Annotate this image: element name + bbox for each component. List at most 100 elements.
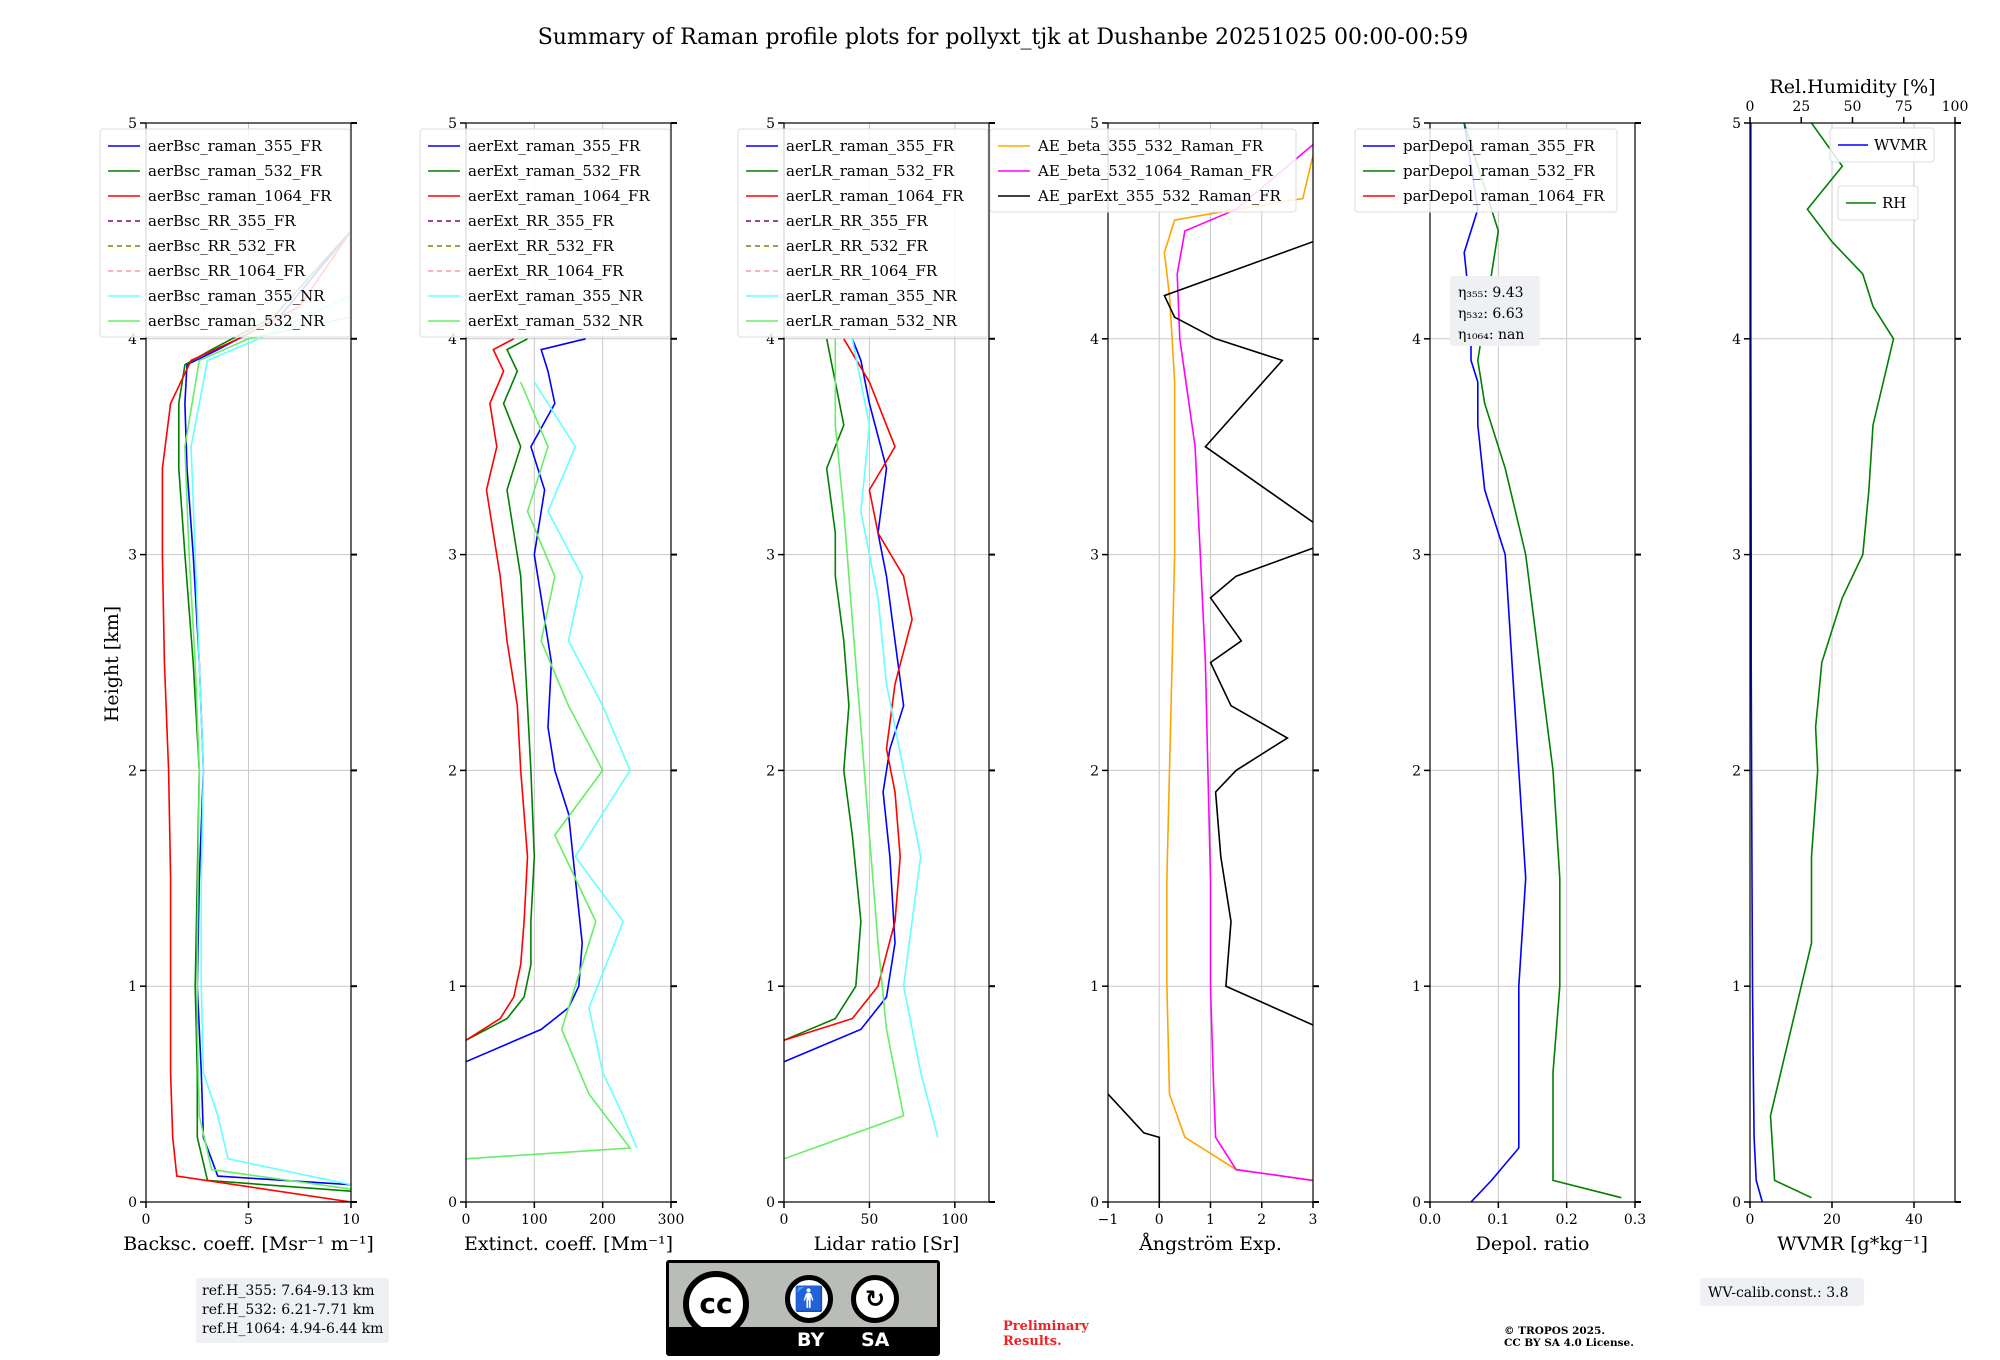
ytick-label: 4 xyxy=(1090,332,1099,348)
license-by: BY xyxy=(797,1329,825,1351)
sa-share-icon: ↻ xyxy=(851,1275,899,1323)
ytick-label: 0 xyxy=(1412,1195,1421,1211)
ytick-label: 2 xyxy=(766,763,775,779)
legend-entry: aerBsc_RR_355_FR xyxy=(148,212,296,230)
legend-entry: aerExt_RR_532_FR xyxy=(468,237,615,255)
ytick-label: 3 xyxy=(448,548,457,564)
legend-entry: aerExt_RR_1064_FR xyxy=(468,262,624,280)
xtick-label: 3 xyxy=(1309,1212,1318,1228)
series-line-aerBsc_raman_1064_FR xyxy=(161,230,351,1202)
eta-annotation: η₃₅₅: 9.43 xyxy=(1458,285,1524,301)
axes-frame xyxy=(465,122,672,1203)
legend-entry: aerExt_raman_355_NR xyxy=(468,287,644,305)
xtick-label: 0 xyxy=(1155,1212,1164,1228)
series-line-WVMR xyxy=(1750,123,1764,1202)
xtick-label: 0.0 xyxy=(1419,1212,1441,1228)
figure-title: Summary of Raman profile plots for polly… xyxy=(538,25,1469,50)
series-line-aerExt_raman_1064_FR xyxy=(466,338,529,1041)
ytick-label: 0 xyxy=(448,1195,457,1211)
series-line-AE_beta_532_1064_Raman_FR xyxy=(1176,143,1313,1182)
series-line-aerBsc_raman_355_FR xyxy=(184,230,351,1186)
legend-entry: aerBsc_raman_1064_FR xyxy=(148,187,332,205)
ytick-label: 4 xyxy=(1412,332,1421,348)
series-line-aerExt_raman_532_NR xyxy=(466,381,632,1160)
legend-entry: aerExt_RR_355_FR xyxy=(468,212,615,230)
legend: AE_beta_355_532_Raman_FR AE_beta_532_1064… xyxy=(989,128,1297,213)
ytick-label: 5 xyxy=(448,116,457,132)
legend-box xyxy=(1837,185,1919,221)
ref-height-532: ref.H_532: 6.21-7.71 km xyxy=(202,1302,375,1318)
xtick-label: 100 xyxy=(941,1212,968,1228)
series-line-aerLR_raman_532_NR xyxy=(784,338,905,1160)
ref-height-1064: ref.H_1064: 4.94-6.44 km xyxy=(202,1321,384,1337)
legend: WVMR RH xyxy=(1829,127,1935,221)
panel-ext: 0 1 2 3 4 5 0 100 200 300 Extinct. coeff. [Mm⁻¹] ae… xyxy=(419,116,685,1255)
copyright-note: © TROPOS 2025. CC BY SA 4.0 License. xyxy=(1504,1325,1634,1349)
xaxis-label: Ångström Exp. xyxy=(1138,1233,1282,1255)
license-bar xyxy=(669,1327,937,1353)
ytick-label: 2 xyxy=(1090,763,1099,779)
ytick-label: 2 xyxy=(128,763,137,779)
legend-entry: aerBsc_raman_355_FR xyxy=(148,137,323,155)
series-line-AE_parExt_355_532_Raman_FR xyxy=(1108,240,1313,1202)
legend-entry: aerExt_raman_355_FR xyxy=(468,137,641,155)
ytick-label: 3 xyxy=(1090,548,1099,564)
xtick-label: 100 xyxy=(521,1212,548,1228)
copyright-line-1: © TROPOS 2025. xyxy=(1504,1325,1606,1337)
top-xtick-label: 0 xyxy=(1746,99,1755,115)
legend: aerBsc_raman_355_FR aerBsc_raman_532_FRae… xyxy=(99,128,351,338)
ytick-label: 4 xyxy=(766,332,775,348)
legend-entry: aerLR_raman_1064_FR xyxy=(786,187,964,205)
top-xtick-label: 50 xyxy=(1844,99,1862,115)
legend-entry: aerExt_raman_532_NR xyxy=(468,312,644,330)
ytick-label: 2 xyxy=(1412,763,1421,779)
series-line-AE_beta_355_532_Raman_FR xyxy=(1163,155,1313,1182)
xtick-label: 40 xyxy=(1905,1212,1923,1228)
xtick-label: 20 xyxy=(1823,1212,1841,1228)
ytick-label: 0 xyxy=(1090,1195,1099,1211)
preliminary-line-2: Results. xyxy=(1003,1334,1062,1349)
preliminary-note: Preliminary Results. xyxy=(1003,1319,1089,1349)
legend-entry: aerLR_RR_1064_FR xyxy=(786,262,938,280)
legend-entry: aerExt_raman_1064_FR xyxy=(468,187,650,205)
legend-entry: parDepol_raman_1064_FR xyxy=(1403,187,1605,205)
ytick-label: 4 xyxy=(128,332,137,348)
top-xtick-label: 100 xyxy=(1942,99,1969,115)
xaxis-label: WVMR [g*kg⁻¹] xyxy=(1777,1233,1928,1255)
by-person-icon: 🚹 xyxy=(785,1275,833,1323)
legend: aerLR_raman_355_FR aerLR_raman_532_FR aerL… xyxy=(737,128,989,338)
xtick-label: 300 xyxy=(658,1212,685,1228)
xtick-label: 0 xyxy=(780,1212,789,1228)
top-axis-label: Rel.Humidity [%] xyxy=(1769,76,1935,98)
xaxis-label: Depol. ratio xyxy=(1476,1233,1590,1255)
cc-license-badge: cc 🚹 ↻ BY SA xyxy=(666,1260,940,1356)
legend-box xyxy=(1354,128,1618,213)
legend-box xyxy=(1829,127,1935,163)
xaxis-label: Backsc. coeff. [Msr⁻¹ m⁻¹] xyxy=(123,1233,374,1255)
legend-entry: parDepol_raman_532_FR xyxy=(1403,162,1596,180)
xtick-label: 1 xyxy=(1206,1212,1215,1228)
xtick-label: 10 xyxy=(342,1212,360,1228)
license-sa: SA xyxy=(861,1329,890,1351)
xaxis-label: Extinct. coeff. [Mm⁻¹] xyxy=(464,1233,673,1255)
series-line-aerLR_raman_355_NR xyxy=(851,338,939,1138)
series-group xyxy=(1108,143,1313,1202)
series-line-aerBsc_raman_532_NR xyxy=(184,316,351,1190)
axes-frame xyxy=(1429,122,1636,1203)
series-group xyxy=(784,338,939,1160)
series-line-RH xyxy=(1769,123,1895,1199)
axes-frame xyxy=(1749,122,1956,1203)
ytick-label: 1 xyxy=(766,979,775,995)
xtick-label: 0.1 xyxy=(1487,1212,1509,1228)
legend-entry: aerBsc_RR_532_FR xyxy=(148,237,296,255)
panel-depol: 0 1 2 3 4 5 0.0 0.1 0.2 0.3 Depol. ratio parDepol_r… xyxy=(1354,116,1646,1255)
xtick-label: 0 xyxy=(462,1212,471,1228)
ytick-label: 5 xyxy=(1732,116,1741,132)
legend-entry: AE_beta_355_532_Raman_FR xyxy=(1037,137,1264,155)
ytick-label: 4 xyxy=(448,332,457,348)
legend-entry: aerExt_raman_532_FR xyxy=(468,162,641,180)
ytick-label: 3 xyxy=(766,548,775,564)
series-group xyxy=(1750,123,1895,1202)
